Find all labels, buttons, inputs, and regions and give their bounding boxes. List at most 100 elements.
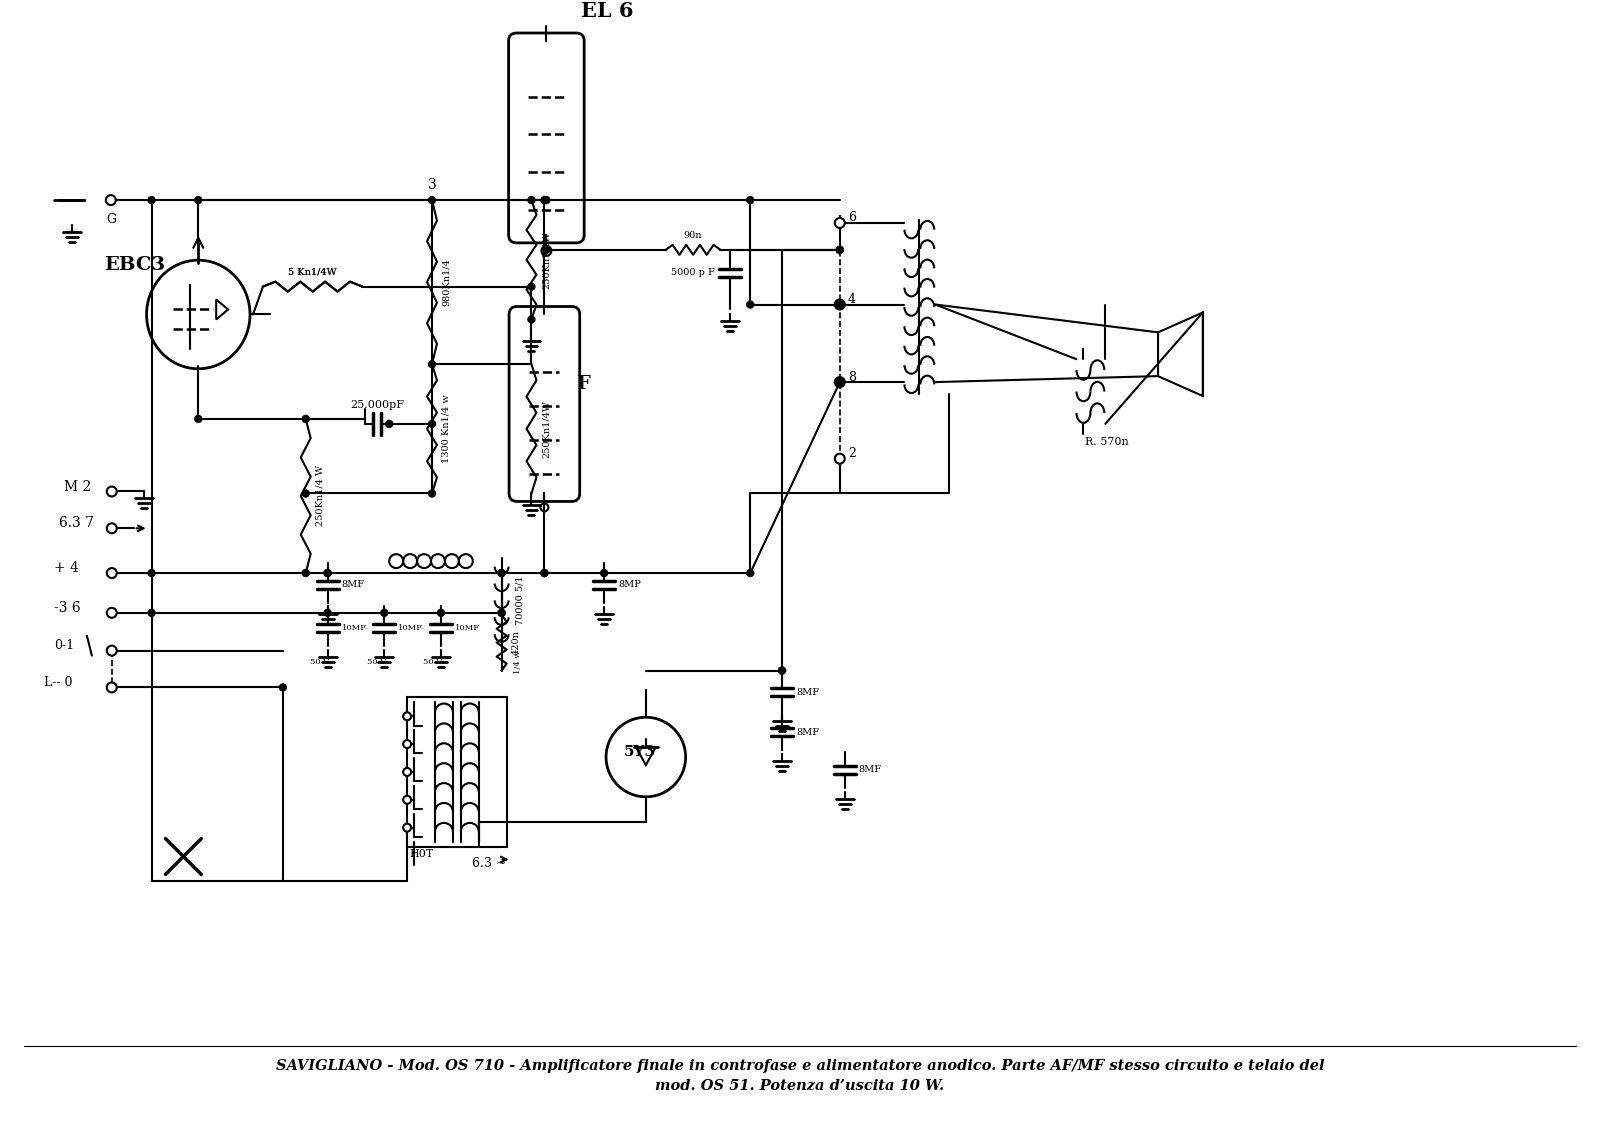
Text: 10MF: 10MF [398,624,424,632]
Circle shape [835,218,845,228]
Text: 5000 p F: 5000 p F [670,268,715,277]
Circle shape [498,610,506,616]
Circle shape [195,197,202,204]
Circle shape [835,300,845,310]
Text: 250Kn1/4W: 250Kn1/4W [541,400,550,458]
Circle shape [403,713,411,720]
Text: 5 Kn1/4W: 5 Kn1/4W [288,268,338,277]
Text: 3: 3 [427,179,437,192]
Text: EBC3: EBC3 [104,256,165,274]
Text: G: G [106,214,115,226]
Circle shape [600,570,608,577]
Circle shape [429,361,435,368]
Text: 1300 Kn1/4 w: 1300 Kn1/4 w [442,395,451,464]
Circle shape [835,454,845,464]
Text: 6.3 ~: 6.3 ~ [472,857,506,870]
Text: 10MF: 10MF [454,624,480,632]
Circle shape [403,796,411,804]
Circle shape [498,570,506,577]
Text: -3 6: -3 6 [54,601,80,615]
Circle shape [498,570,506,577]
Text: M 2: M 2 [64,480,91,493]
Text: 70000 5/1: 70000 5/1 [515,576,525,625]
Text: R. 570n: R. 570n [1085,437,1130,447]
Text: 50 V: 50 V [310,657,330,665]
Text: H0T: H0T [410,848,434,858]
Circle shape [403,740,411,748]
Text: 5Y3: 5Y3 [624,745,656,759]
Circle shape [149,610,155,616]
Circle shape [747,570,754,577]
Text: 0-1: 0-1 [54,639,74,653]
Circle shape [107,607,117,618]
Circle shape [541,570,547,577]
Circle shape [107,524,117,534]
Circle shape [837,247,843,253]
Text: 8: 8 [848,371,856,383]
Circle shape [386,421,392,428]
Circle shape [195,415,202,422]
Circle shape [528,197,534,204]
Circle shape [403,768,411,776]
Text: 8MF: 8MF [797,688,819,697]
Text: 50 V: 50 V [424,657,443,665]
Circle shape [429,490,435,497]
Text: 8MF: 8MF [341,580,365,589]
Text: 8MP: 8MP [618,580,642,589]
Text: 1/4 w: 1/4 w [514,650,522,674]
Circle shape [528,283,534,290]
Circle shape [302,570,309,577]
Circle shape [747,301,754,308]
Text: 250Kn1/4 W: 250Kn1/4 W [315,466,325,526]
Text: 980Kn1/4: 980Kn1/4 [442,258,451,307]
Circle shape [779,667,786,674]
Text: 6.3 7: 6.3 7 [59,517,94,530]
Circle shape [542,247,550,253]
Circle shape [429,197,435,204]
Circle shape [325,610,331,616]
Circle shape [541,197,547,204]
Text: + 4: + 4 [54,561,78,575]
Text: 4: 4 [848,293,856,307]
Text: 2: 2 [848,447,856,460]
Circle shape [107,568,117,578]
Bar [406,698,507,847]
Circle shape [542,197,550,204]
Text: F: F [576,375,590,394]
Circle shape [325,570,331,577]
Text: 50 V: 50 V [366,657,386,665]
Text: 25.000pF: 25.000pF [350,400,405,409]
Text: 250Kn1/4W: 250Kn1/4W [541,231,550,288]
Circle shape [498,610,506,616]
Circle shape [107,682,117,692]
Circle shape [837,379,843,386]
Circle shape [429,421,435,428]
Circle shape [302,415,309,422]
Text: EL 6: EL 6 [581,1,634,21]
Circle shape [835,377,845,387]
Text: 6: 6 [848,211,856,224]
Circle shape [302,490,309,497]
Circle shape [837,301,843,308]
Text: 420n: 420n [512,630,520,655]
Circle shape [280,684,286,691]
Text: 8MF: 8MF [859,766,882,775]
Circle shape [747,197,754,204]
Circle shape [381,610,387,616]
Circle shape [107,646,117,656]
Circle shape [837,379,843,386]
Text: SAVIGLIANO - Mod. OS 710 - Amplificatore finale in controfase e alimentatore ano: SAVIGLIANO - Mod. OS 710 - Amplificatore… [275,1060,1325,1073]
Circle shape [528,316,534,323]
Text: 10MF: 10MF [341,624,366,632]
Circle shape [325,570,331,577]
Text: 5 Kn1/4W: 5 Kn1/4W [288,268,338,277]
Circle shape [149,570,155,577]
Text: L-- 0: L-- 0 [45,676,72,689]
Circle shape [837,247,843,253]
Circle shape [107,486,117,497]
Text: 90n: 90n [683,231,702,240]
Circle shape [403,823,411,831]
Circle shape [779,667,786,674]
Circle shape [149,197,155,204]
Circle shape [541,570,547,577]
